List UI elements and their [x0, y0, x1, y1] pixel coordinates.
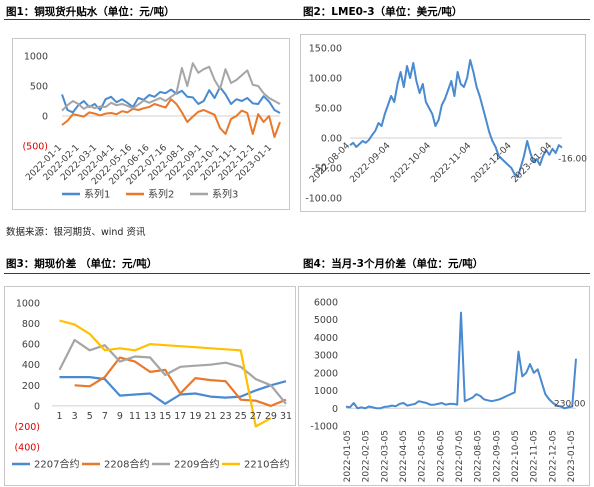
fig3-x-tick-1: 3 [72, 411, 78, 422]
fig4-x-tick-4: 2022-05-05 [418, 430, 428, 482]
fig4-y-tick-1: 5000 [314, 315, 338, 326]
fig4-y-tick-4: 2000 [314, 368, 338, 379]
fig2-y-tick-5: -100.00 [305, 194, 342, 205]
fig3-x-tick-3: 7 [102, 411, 108, 422]
top-rule [4, 19, 590, 20]
fig4-caption: 图4：当月-3个月价差（单位：元/吨） [303, 258, 484, 270]
fig4-x-tick-6: 2022-07-05 [455, 430, 465, 482]
fig3-legend-label-2: 2209合约 [174, 458, 219, 471]
fig4-y-tick-6: 0 [332, 404, 338, 415]
fig3-y-tick-2: 600 [22, 340, 40, 351]
fig4-x-tick-11: 2022-12-05 [548, 430, 558, 482]
fig2-chart [300, 34, 586, 212]
fig3-y-tick-5: 0 [34, 401, 40, 412]
fig4-x-tick-9: 2022-10-05 [511, 430, 521, 482]
fig3-x-tick-6: 13 [144, 411, 156, 422]
fig4-x-tick-3: 2022-04-05 [399, 430, 409, 482]
fig3-x-tick-11: 23 [220, 411, 232, 422]
fig3-y-tick-1: 800 [22, 319, 40, 330]
fig2-caption: 图2：LME0-3（单位：美元/吨） [303, 6, 463, 18]
fig1-series-2 [61, 98, 281, 138]
fig4-x-tick-12: 2023-01-05 [567, 430, 577, 482]
fig4-x-tick-10: 2022-11-05 [530, 430, 540, 482]
fig1-y-tick-2: 0 [42, 112, 48, 123]
fig2-x-tick-3: 2022-11-04 [429, 141, 473, 185]
fig4-chart [298, 286, 590, 486]
fig2-y-tick-2: 50.00 [315, 104, 342, 115]
fig4-last-value-label: 230.00 [554, 399, 586, 409]
fig4-y-tick-7: -1000 [310, 422, 338, 433]
fig4-x-tick-5: 2022-06-05 [436, 430, 446, 482]
fig3-y-tick-0: 1000 [16, 299, 40, 310]
fig4-y-tick-2: 4000 [314, 333, 338, 344]
fig4-x-tick-2: 2022-03-05 [380, 430, 390, 482]
fig1-chart [12, 38, 290, 210]
fig1-y-tick-0: 1000 [24, 52, 48, 63]
fig3-x-tick-12: 25 [235, 411, 247, 422]
fig3-y-tick-6: (200) [14, 422, 40, 433]
fig2-y-tick-4: -50.00 [311, 164, 342, 175]
fig4-x-tick-0: 2022-01-05 [343, 430, 353, 482]
fig2-series [349, 59, 563, 178]
fig2-y-tick-1: 100.00 [309, 74, 342, 85]
fig3-legend-label-3: 2210合约 [244, 458, 289, 471]
fig4-y-tick-5: 1000 [314, 386, 338, 397]
mid-rule [4, 273, 590, 274]
fig3-y-tick-4: 200 [22, 381, 40, 392]
fig4-series [345, 311, 577, 410]
fig4-x-tick-8: 2022-09-05 [492, 430, 502, 482]
fig2-y-tick-0: 150.00 [309, 44, 342, 55]
fig2-x-tick-5: 2023-01-04 [510, 141, 554, 185]
fig1-legend-label-2: 系列3 [212, 188, 238, 201]
fig1-caption: 图1：铜现货升贴水（单位：元/吨） [6, 6, 175, 18]
fig3-x-tick-10: 21 [204, 411, 216, 422]
fig3-caption: 图3：期现价差 （单位：元/吨） [6, 258, 158, 270]
fig3-x-tick-7: 15 [159, 411, 171, 422]
fig3-x-tick-14: 29 [265, 411, 277, 422]
fig3-x-tick-0: 1 [57, 411, 63, 422]
fig3-x-tick-8: 17 [174, 411, 186, 422]
fig2-x-tick-1: 2022-09-04 [348, 141, 392, 185]
fig3-x-tick-13: 27 [250, 411, 262, 422]
fig3-series-2210合约 [59, 319, 272, 428]
fig3-x-tick-15: 31 [280, 411, 292, 422]
fig2-x-tick-2: 2022-10-04 [389, 141, 433, 185]
fig3-legend-label-1: 2208合约 [104, 458, 149, 471]
fig3-x-tick-5: 11 [129, 411, 141, 422]
fig3-x-tick-4: 9 [117, 411, 123, 422]
fig2-y-tick-3: 0.00 [321, 134, 342, 145]
fig4-x-tick-1: 2022-02-05 [362, 430, 372, 482]
fig1-y-tick-1: 500 [30, 82, 48, 93]
fig3-y-tick-3: 400 [22, 360, 40, 371]
fig3-series-2209合约 [58, 338, 287, 405]
fig1-legend-label-1: 系列2 [148, 188, 174, 201]
fig3-x-tick-9: 19 [189, 411, 201, 422]
fig3-legend-label-0: 2207合约 [34, 458, 79, 471]
fig1-series-3 [61, 62, 281, 112]
fig2-last-value-label: -16.00 [558, 155, 587, 165]
fig3-y-tick-7: (400) [14, 443, 40, 454]
fig1-y-tick-3: (500) [22, 142, 48, 153]
data-source: 数据来源：银河期货、wind 资讯 [6, 227, 146, 238]
fig4-y-tick-3: 3000 [314, 351, 338, 362]
fig4-y-tick-0: 6000 [314, 298, 338, 309]
fig3-x-tick-2: 5 [87, 411, 93, 422]
fig1-legend-label-0: 系列1 [84, 188, 110, 201]
fig4-x-tick-7: 2022-08-05 [474, 430, 484, 482]
